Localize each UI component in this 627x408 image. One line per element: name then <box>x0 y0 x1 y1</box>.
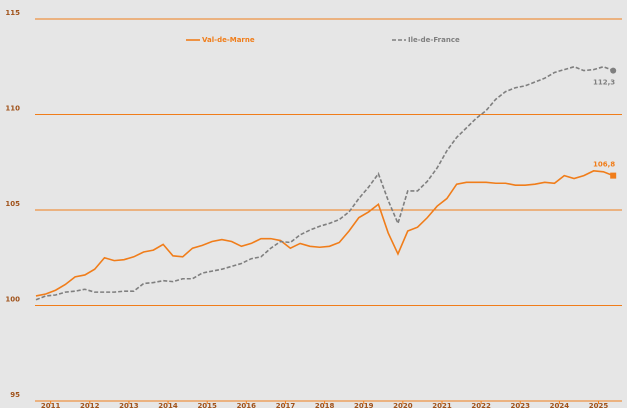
end-label: 112,3 <box>593 79 615 87</box>
x-tick-label: 2023 <box>511 402 531 408</box>
y-tick-label: 105 <box>5 200 20 208</box>
legend-label: Val-de-Marne <box>202 36 255 44</box>
x-tick-label: 2022 <box>471 402 491 408</box>
x-tick-label: 2013 <box>119 402 139 408</box>
end-marker <box>610 172 617 179</box>
y-tick-label: 100 <box>5 296 20 304</box>
x-tick-label: 2024 <box>550 402 570 408</box>
x-tick-label: 2025 <box>589 402 609 408</box>
x-tick-label: 2021 <box>432 402 452 408</box>
x-tick-label: 2016 <box>237 402 257 408</box>
x-tick-label: 2014 <box>158 402 178 408</box>
line-series <box>35 170 614 297</box>
end-marker <box>610 67 617 74</box>
end-label: 106,8 <box>593 161 615 169</box>
line-series <box>35 65 614 301</box>
x-tick-label: 2018 <box>315 402 335 408</box>
x-tick-label: 2011 <box>41 402 61 408</box>
x-tick-label: 2012 <box>80 402 100 408</box>
legend-label: Ile-de-France <box>408 36 460 44</box>
x-tick-label: 2020 <box>393 402 413 408</box>
y-tick-label: 110 <box>5 105 20 113</box>
x-tick-label: 2015 <box>197 402 217 408</box>
y-tick-label: 95 <box>10 391 20 399</box>
x-tick-label: 2017 <box>276 402 296 408</box>
x-tick-label: 2019 <box>354 402 374 408</box>
y-tick-label: 115 <box>5 9 20 17</box>
